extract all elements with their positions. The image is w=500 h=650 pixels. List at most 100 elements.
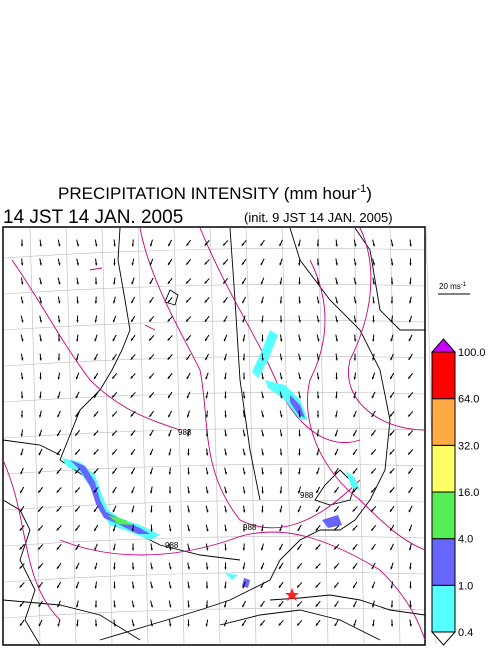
arrow-head [168, 414, 171, 418]
arrow-head [354, 301, 357, 304]
wind-arrow [242, 391, 246, 399]
wind-arrow [149, 258, 154, 266]
wind-arrow [372, 277, 375, 285]
wind-arrow [372, 239, 375, 247]
arrow-head [131, 281, 134, 285]
wind-arrow [316, 315, 320, 323]
arrow-head [390, 547, 393, 551]
wind-arrow [186, 239, 191, 247]
arrow-head [389, 471, 393, 474]
wind-arrow [352, 562, 358, 570]
wind-arrow [279, 315, 283, 323]
arrow-head [409, 605, 412, 608]
wind-arrow [298, 410, 301, 418]
wind-arrow [37, 563, 44, 569]
wind-arrow [352, 581, 358, 589]
arrow-head [113, 624, 116, 627]
wind-arrow [205, 486, 209, 494]
arrow-head [390, 528, 393, 532]
arrow-head [261, 300, 264, 304]
arrow-head [353, 585, 356, 588]
arrow-head [21, 338, 24, 342]
wind-arrow [131, 543, 135, 551]
wind-arrow [204, 278, 210, 284]
arrow-head [408, 357, 411, 360]
arrow-head [186, 262, 189, 265]
arrow-head [75, 452, 78, 455]
arrow-head [390, 586, 393, 589]
wind-arrow [94, 334, 98, 342]
precipitation [62, 330, 360, 588]
wind-arrow [335, 315, 338, 323]
wind-arrow [298, 353, 301, 361]
wind-arrow [352, 448, 358, 456]
wind-arrow [335, 277, 338, 285]
wind-arrow [167, 277, 173, 285]
wind-arrow [56, 506, 62, 512]
meridian [101, 227, 113, 645]
arrow-head [372, 339, 375, 342]
wind-arrow [316, 448, 320, 456]
arrow-head [187, 434, 190, 437]
wind-arrow [56, 467, 62, 475]
colorbar-segment [431, 584, 456, 633]
wind-arrow [130, 429, 136, 437]
arrow-head [131, 509, 134, 513]
arrow-head [335, 415, 338, 418]
location-star [285, 588, 299, 601]
wind-arrow [205, 372, 209, 380]
arrow-head [131, 300, 134, 304]
arrow-head [205, 357, 208, 361]
arrow-head [205, 338, 208, 341]
wind-arrow [353, 353, 357, 361]
arrow-head [372, 320, 375, 323]
wind-arrow [168, 467, 172, 475]
wind-arrow [93, 449, 99, 455]
arrow-head [353, 433, 356, 437]
wind-arrow [131, 600, 135, 608]
wind-arrow [298, 277, 301, 285]
arrow-head [372, 624, 375, 627]
wind-arrow [241, 277, 247, 285]
wind-arrow [371, 372, 376, 380]
arrow-head [315, 547, 319, 550]
arrow-head [335, 339, 338, 342]
wind-arrow [370, 506, 377, 512]
wind-arrow [261, 372, 264, 380]
wind-arrow [93, 410, 99, 418]
map-frame [2, 226, 426, 646]
wind-arrow [111, 392, 118, 398]
arrow-head [132, 586, 135, 589]
arrow-head [169, 585, 172, 589]
arrow-head [316, 471, 319, 475]
arrow-head [260, 566, 264, 570]
parallel [3, 391, 425, 403]
colorbar-segment [431, 444, 456, 493]
colorbar-label: 0.4 [458, 627, 473, 639]
arrow-head [20, 471, 23, 475]
arrow-head [168, 510, 172, 513]
arrow-head [317, 377, 320, 380]
wind-arrow [260, 562, 265, 570]
wind-arrow [315, 601, 321, 607]
arrow-head [371, 471, 374, 474]
arrow-head [150, 491, 153, 494]
colorbar-segment [431, 351, 456, 400]
arrow-head [261, 396, 264, 399]
wind-arrow [20, 258, 24, 266]
arrow-head [168, 452, 171, 456]
wind-arrow [131, 562, 135, 570]
wind-arrow [242, 410, 246, 418]
wind-arrow [167, 410, 173, 418]
wind-arrow [187, 619, 190, 627]
wind-arrow [296, 562, 303, 570]
arrow-head [316, 434, 320, 437]
arrow-head [352, 509, 355, 512]
wind-arrow [57, 391, 61, 399]
meridian [65, 227, 77, 645]
wind-arrow [408, 486, 413, 494]
arrow-head [390, 282, 394, 285]
arrow-head [130, 376, 133, 379]
wind-arrow [149, 296, 154, 304]
wind-arrow [335, 353, 338, 361]
